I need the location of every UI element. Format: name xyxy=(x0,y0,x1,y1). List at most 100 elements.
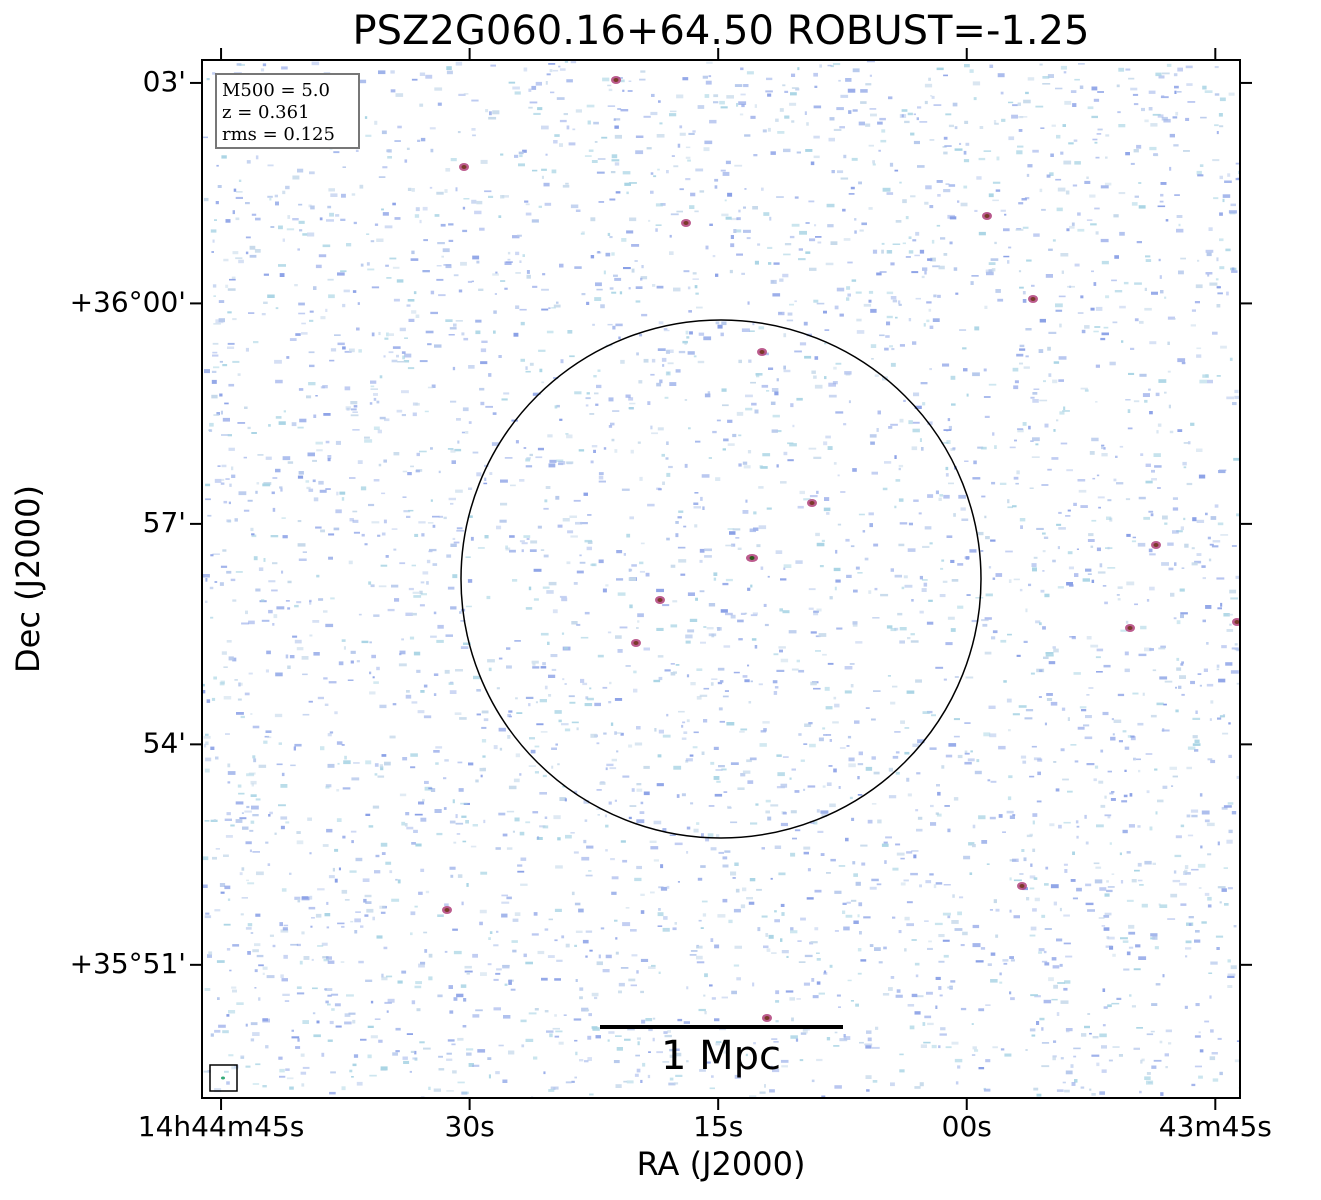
noise-speckle xyxy=(588,1013,592,1017)
noise-speckle xyxy=(280,816,288,820)
noise-speckle xyxy=(463,93,469,95)
noise-speckle xyxy=(410,753,418,757)
noise-speckle xyxy=(1227,975,1235,978)
noise-speckle xyxy=(1216,947,1220,950)
noise-speckle xyxy=(1183,466,1187,469)
noise-speckle xyxy=(1127,409,1131,413)
noise-speckle xyxy=(205,741,209,746)
noise-speckle xyxy=(498,812,506,816)
noise-speckle xyxy=(1137,722,1144,726)
noise-speckle xyxy=(480,401,485,406)
noise-speckle xyxy=(430,148,434,153)
noise-speckle xyxy=(947,418,951,422)
noise-speckle xyxy=(964,460,969,462)
noise-speckle xyxy=(707,833,714,838)
noise-speckle xyxy=(496,687,500,690)
noise-speckle xyxy=(1204,90,1213,93)
noise-speckle xyxy=(1140,1059,1143,1064)
noise-speckle xyxy=(666,885,670,889)
noise-speckle xyxy=(888,426,893,429)
noise-speckle xyxy=(854,230,857,234)
noise-speckle xyxy=(535,701,538,704)
noise-speckle xyxy=(697,877,703,881)
noise-speckle xyxy=(286,1077,294,1080)
noise-speckle xyxy=(832,63,841,66)
noise-speckle xyxy=(983,368,987,372)
noise-speckle xyxy=(789,997,795,1001)
noise-speckle xyxy=(517,870,525,873)
noise-speckle xyxy=(1107,499,1112,502)
y-axis-label: Dec (J2000) xyxy=(9,485,47,673)
noise-speckle xyxy=(1133,757,1136,761)
noise-speckle xyxy=(1169,430,1174,434)
noise-speckle xyxy=(356,660,360,663)
noise-speckle xyxy=(1176,667,1182,671)
noise-speckle xyxy=(813,155,820,159)
noise-speckle xyxy=(1236,513,1240,517)
noise-speckle xyxy=(635,1054,640,1057)
noise-speckle xyxy=(1106,880,1109,883)
noise-speckle xyxy=(479,921,483,926)
noise-speckle xyxy=(1085,902,1094,906)
noise-speckle xyxy=(750,614,758,617)
noise-speckle xyxy=(1131,202,1138,206)
noise-speckle xyxy=(413,829,418,833)
noise-speckle xyxy=(562,184,570,188)
noise-speckle xyxy=(235,257,243,260)
noise-speckle xyxy=(444,189,448,193)
noise-speckle xyxy=(1174,85,1179,89)
noise-speckle xyxy=(329,1020,334,1025)
noise-speckle xyxy=(761,915,768,918)
noise-speckle xyxy=(506,665,512,669)
noise-speckle xyxy=(401,414,406,417)
noise-speckle xyxy=(660,203,666,206)
noise-speckle xyxy=(1228,754,1232,758)
noise-speckle xyxy=(686,336,690,339)
noise-speckle xyxy=(846,286,851,290)
noise-speckle xyxy=(828,765,833,767)
noise-speckle xyxy=(634,742,643,746)
noise-speckle xyxy=(1085,568,1092,572)
noise-speckle xyxy=(279,273,285,277)
noise-speckle xyxy=(964,752,970,755)
noise-speckle xyxy=(856,330,865,334)
noise-speckle xyxy=(399,793,407,797)
noise-speckle xyxy=(1118,67,1125,72)
noise-speckle xyxy=(827,446,833,450)
noise-speckle xyxy=(220,410,223,415)
noise-speckle xyxy=(647,1074,651,1079)
noise-speckle xyxy=(683,1021,690,1024)
noise-speckle xyxy=(574,266,582,269)
noise-speckle xyxy=(202,683,205,687)
noise-speckle xyxy=(1207,758,1213,761)
noise-speckle xyxy=(593,375,597,378)
noise-speckle xyxy=(1188,916,1194,919)
noise-speckle xyxy=(738,209,741,213)
noise-speckle xyxy=(675,369,681,373)
noise-speckle xyxy=(485,405,493,408)
noise-speckle xyxy=(1207,379,1213,384)
noise-speckle xyxy=(205,757,212,762)
noise-speckle xyxy=(523,67,528,72)
noise-speckle xyxy=(930,95,933,97)
noise-speckle xyxy=(964,722,971,724)
noise-speckle xyxy=(992,199,999,202)
noise-speckle xyxy=(938,986,942,990)
noise-speckle xyxy=(531,933,539,936)
noise-speckle xyxy=(537,525,542,529)
noise-speckle xyxy=(636,819,645,824)
noise-speckle xyxy=(1029,875,1036,879)
noise-speckle xyxy=(641,1019,646,1024)
noise-speckle xyxy=(1042,570,1045,572)
noise-speckle xyxy=(436,639,444,643)
noise-speckle xyxy=(1017,429,1024,433)
noise-speckle xyxy=(457,761,463,764)
noise-speckle xyxy=(656,134,665,138)
noise-speckle xyxy=(1227,887,1233,890)
noise-speckle xyxy=(681,724,684,728)
source-core xyxy=(633,641,639,645)
noise-speckle xyxy=(775,1000,780,1003)
noise-speckle xyxy=(811,370,816,374)
noise-speckle xyxy=(1008,579,1012,583)
noise-speckle xyxy=(1103,1006,1108,1009)
